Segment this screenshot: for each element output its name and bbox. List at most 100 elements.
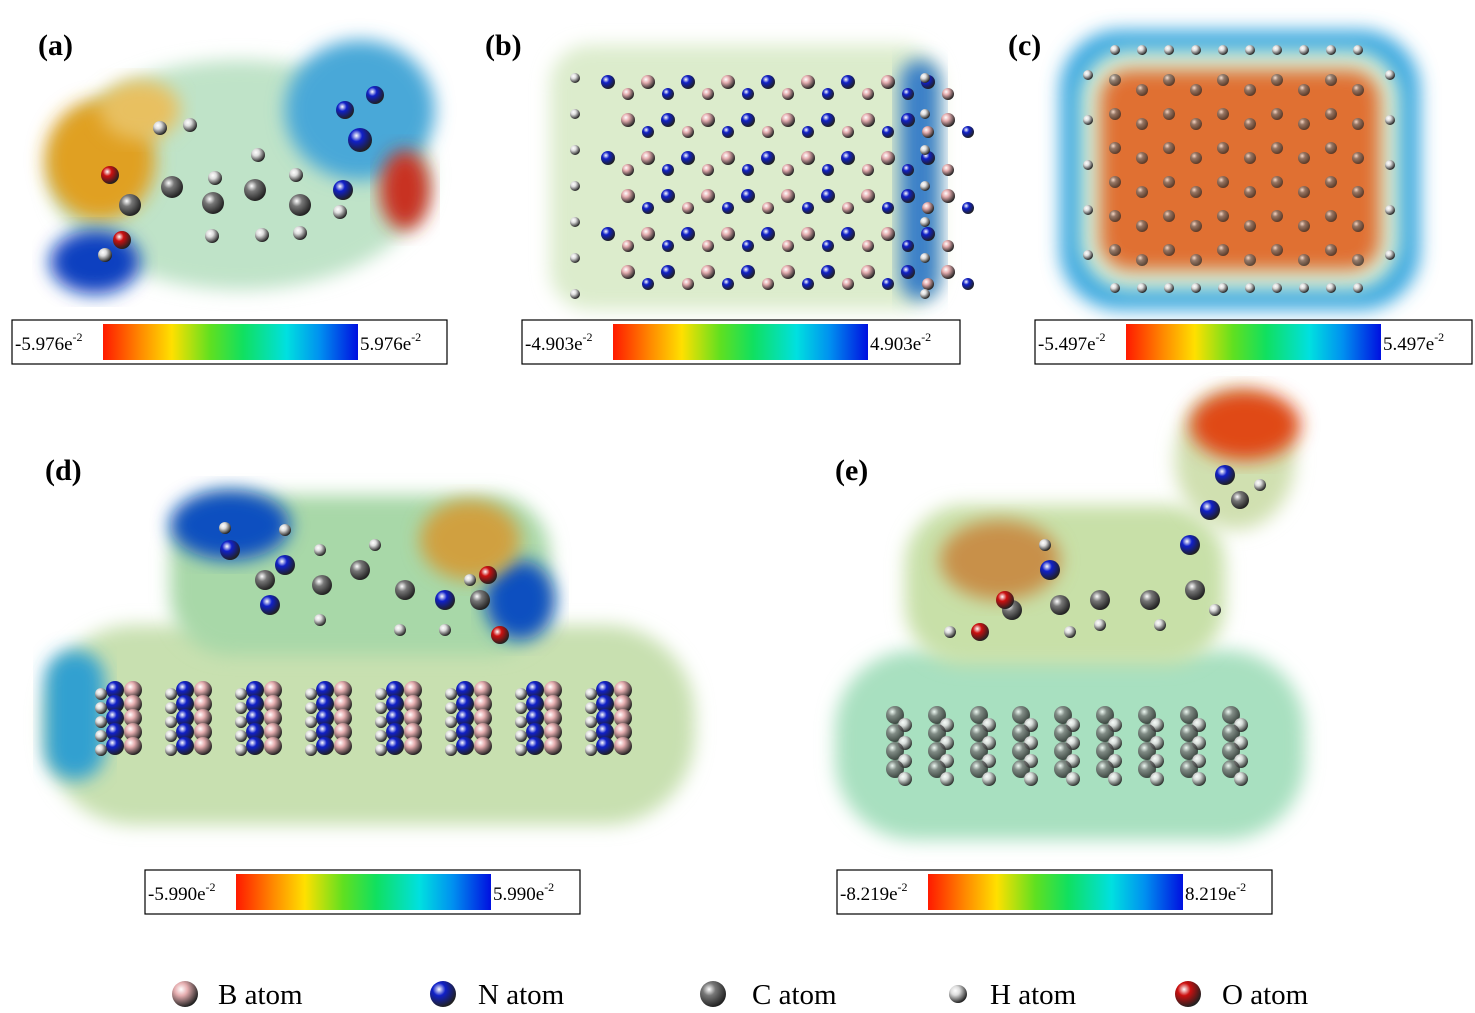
atom-sphere [682,202,694,214]
label-exponent: -2 [898,880,908,894]
atom-sphere [515,688,527,700]
atom-sphere [1352,186,1364,198]
atom-sphere [902,88,914,100]
atom-sphere [1218,45,1228,55]
atom-sphere [570,217,580,227]
potential-surface [45,650,105,780]
atom-sphere [95,730,107,742]
panel-label: (b) [485,29,522,62]
atom-sphere [841,75,855,89]
atom-sphere [761,151,775,165]
atom-sphere [526,737,544,755]
atom-sphere [920,217,930,227]
label-base: -4.903e [525,334,583,355]
atom-sphere [942,88,954,100]
atom-sphere [445,730,457,742]
atom-sphere [1234,772,1248,786]
atom-sphere [1272,45,1282,55]
atom-sphere [183,118,197,132]
label-exponent: -2 [73,330,83,344]
atom-sphere [1217,74,1229,86]
atom-sphere [881,75,895,89]
panel-label: (c) [1008,29,1041,62]
atom-sphere [375,702,387,714]
atom-sphere [305,716,317,728]
atom-sphere [802,278,814,290]
atom-sphere [1385,250,1395,260]
colorbar-min-label: -8.219e-2 [840,880,908,905]
legend-marker [430,981,456,1007]
atom-sphere [1353,45,1363,55]
atom-sphere [106,737,124,755]
atom-sphere [570,289,580,299]
atom-sphere [622,164,634,176]
atom-sphere [601,151,615,165]
atom-sphere [264,737,282,755]
atom-sphere [1136,220,1148,232]
legend-label: O atom [1222,979,1309,1011]
atom-sphere [996,591,1014,609]
atom-sphere [601,75,615,89]
atom-sphere [220,540,240,560]
atom-sphere [305,744,317,756]
atom-sphere [1190,118,1202,130]
atom-sphere [681,151,695,165]
atom-sphere [622,240,634,252]
atom-sphere [1163,210,1175,222]
atom-sphere [782,240,794,252]
atom-sphere [1254,479,1266,491]
atom-sphere [921,227,935,241]
atom-sphere [682,278,694,290]
atom-sphere [1191,283,1201,293]
atom-sphere [1190,254,1202,266]
atom-sphere [1039,539,1051,551]
atom-sphere [255,228,269,242]
legend-label: C atom [752,979,837,1011]
atom-sphere [1066,772,1080,786]
legend-marker [700,981,726,1007]
legend-label: N atom [478,979,565,1011]
atom-sphere [515,702,527,714]
atom-sphere [661,113,675,127]
atom-sphere [1140,590,1160,610]
colorbar-gradient [928,874,1183,910]
atom-sphere [622,88,634,100]
atom-sphere [491,626,509,644]
atom-sphere [801,151,815,165]
label-base: -5.976e [15,334,73,355]
colorbar-gradient [236,874,491,910]
atom-sphere [1215,465,1235,485]
atom-sphere [722,126,734,138]
atom-sphere [293,226,307,240]
atom-sphere [702,88,714,100]
atom-sphere [701,265,715,279]
atom-sphere [1137,283,1147,293]
atom-sphere [570,109,580,119]
atom-sphere [1271,176,1283,188]
atom-sphere [585,730,597,742]
atom-sphere [585,688,597,700]
atom-sphere [841,227,855,241]
atom-sphere [585,744,597,756]
label-exponent: -2 [583,330,593,344]
atom-sphere [1299,45,1309,55]
atom-sphere [842,126,854,138]
potential-surface [420,500,520,580]
atom-sphere [782,164,794,176]
atom-sphere [1326,283,1336,293]
atom-sphere [348,128,372,152]
atom-sphere [902,164,914,176]
atom-sphere [621,113,635,127]
atom-sphere [1298,84,1310,96]
atom-sphere [235,716,247,728]
atom-sphere [445,744,457,756]
atom-sphere [661,265,675,279]
atom-sphere [742,88,754,100]
atom-sphere [251,148,265,162]
label-exponent: -2 [1096,330,1106,344]
atom-sphere [119,194,141,216]
atom-sphere [1136,186,1148,198]
atom-sphere [962,278,974,290]
atom-sphere [336,101,354,119]
atom-sphere [515,716,527,728]
